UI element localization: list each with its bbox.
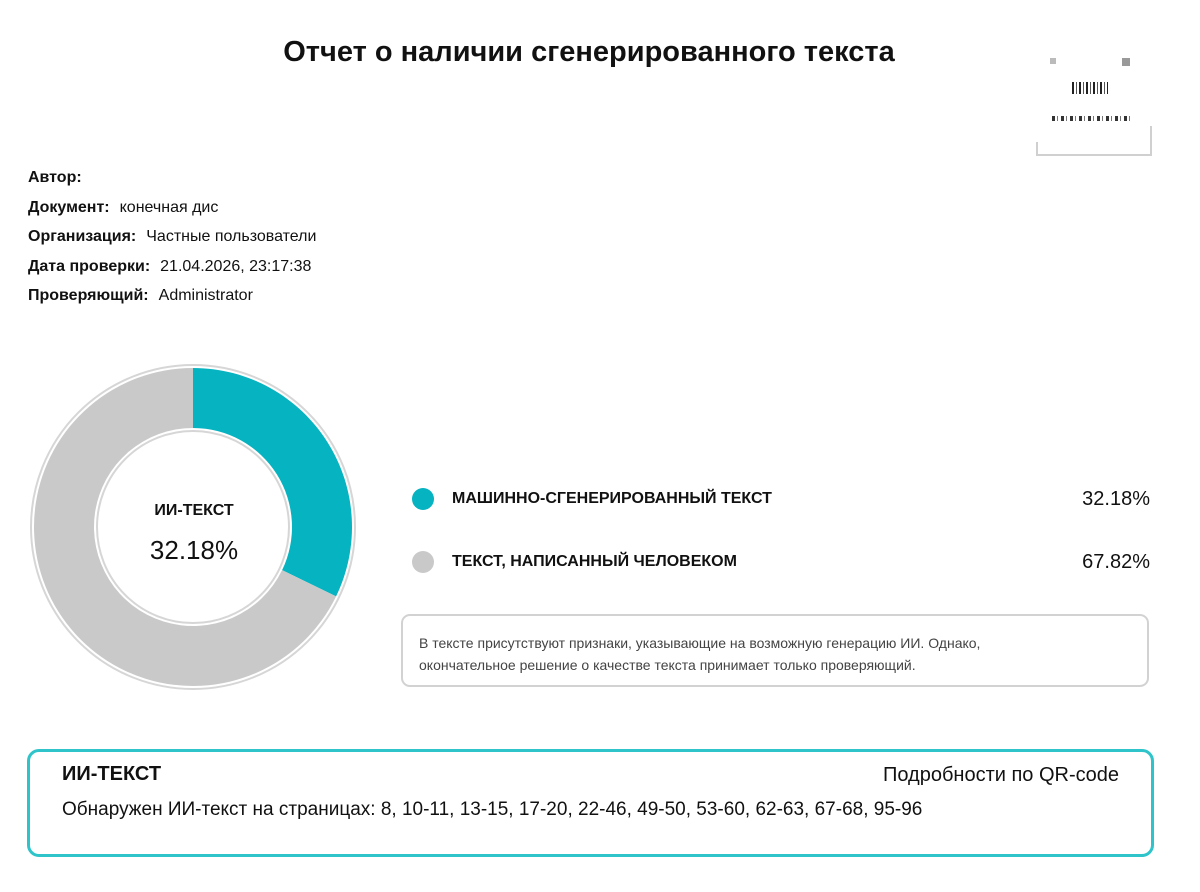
legend-dot-machine	[412, 488, 434, 510]
legend-label-machine: МАШИННО-СГЕНЕРИРОВАННЫЙ ТЕКСТ	[452, 490, 772, 507]
legend-human-written: ТЕКСТ, НАПИСАННЫЙ ЧЕЛОВЕКОМ 67.82%	[412, 551, 1152, 575]
disclaimer-line: окончательное решение о качестве текста …	[419, 657, 916, 673]
report-title: Отчет о наличии сгенерированного текста	[283, 36, 895, 68]
qr-frame-edge	[1150, 126, 1152, 156]
disclaimer-line: В тексте присутствуют признаки, указываю…	[419, 635, 981, 651]
meta-reviewer: Проверяющий: Administrator	[28, 286, 316, 316]
legend-machine-generated: МАШИННО-СГЕНЕРИРОВАННЫЙ ТЕКСТ 32.18%	[412, 488, 1152, 512]
donut-center-label: ИИ-ТЕКСТ	[154, 502, 234, 519]
qr-fragment	[1072, 82, 1108, 94]
meta-author: Автор:	[28, 168, 316, 198]
ai-box-title: ИИ-ТЕКСТ	[62, 763, 162, 785]
donut-center-value: 32.18%	[149, 535, 239, 565]
meta-value: Administrator	[158, 287, 253, 304]
meta-label: Документ:	[28, 198, 110, 216]
ai-text-donut-chart	[30, 364, 356, 690]
meta-label: Автор:	[28, 169, 82, 186]
qr-corner-mark	[1050, 58, 1056, 64]
qr-corner-mark	[1122, 58, 1130, 66]
meta-label: Организация:	[28, 228, 137, 245]
meta-check-date: Дата проверки: 21.04.2026, 23:17:38	[28, 257, 316, 287]
legend-value-human: 67.82%	[1082, 551, 1150, 573]
meta-label: Проверяющий:	[28, 287, 149, 304]
ai-text-summary-box: ИИ-ТЕКСТ Подробности по QR-code Обнаруже…	[27, 749, 1154, 857]
meta-value: Частные пользователи	[146, 228, 317, 245]
donut-slices	[33, 368, 352, 686]
meta-label: Дата проверки:	[28, 257, 151, 275]
qr-frame-edge	[1036, 154, 1152, 156]
disclaimer-note: В тексте присутствуют признаки, указываю…	[401, 614, 1149, 687]
qr-code-image[interactable]	[1036, 56, 1152, 156]
legend-dot-human	[412, 551, 434, 573]
donut-inner-ring	[96, 430, 290, 624]
legend-value-machine: 32.18%	[1082, 488, 1150, 510]
donut-outer-ring	[30, 364, 356, 690]
meta-value: 21.04.2026, 23:17:38	[160, 257, 312, 275]
report-meta: Автор: Документ: конечная дис Организация…	[28, 168, 316, 316]
meta-organization: Организация: Частные пользователи	[28, 227, 316, 257]
legend-label-human: ТЕКСТ, НАПИСАННЫЙ ЧЕЛОВЕКОМ	[452, 553, 737, 570]
donut-slice-human	[33, 368, 337, 686]
donut-slice-machine	[193, 368, 352, 597]
qr-fragment	[1052, 116, 1132, 121]
qr-frame-edge	[1036, 142, 1038, 156]
ai-pages-list: Обнаружен ИИ-текст на страницах: 8, 10-1…	[62, 799, 923, 820]
meta-document: Документ: конечная дис	[28, 198, 316, 228]
qr-details-link[interactable]: Подробности по QR-code	[882, 764, 1119, 786]
meta-value: конечная дис	[119, 198, 219, 216]
